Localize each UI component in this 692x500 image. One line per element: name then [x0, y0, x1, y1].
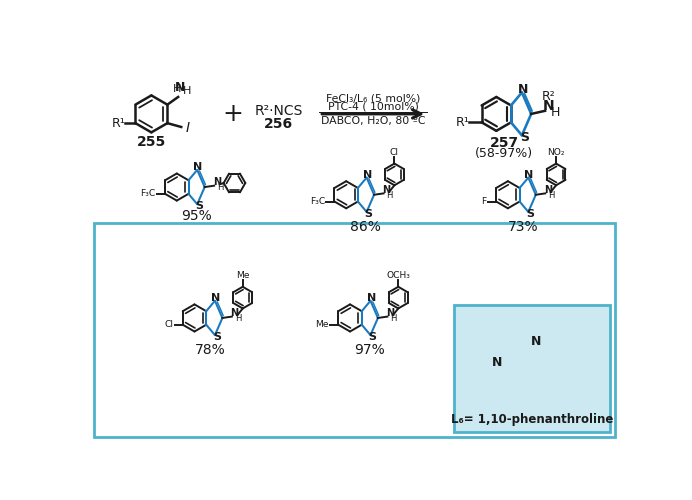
Text: Me: Me	[316, 320, 329, 329]
Text: DABCO, H₂O, 80 ºC: DABCO, H₂O, 80 ºC	[321, 116, 426, 126]
Text: N: N	[367, 293, 376, 303]
Text: R²: R²	[542, 90, 556, 104]
Text: S: S	[520, 131, 529, 144]
Text: (58-97%): (58-97%)	[475, 146, 533, 160]
Text: N: N	[544, 185, 552, 195]
Text: N: N	[525, 170, 534, 180]
Text: H: H	[172, 84, 181, 94]
Text: Cl: Cl	[390, 148, 399, 157]
Text: H: H	[548, 191, 554, 200]
Text: OCH₃: OCH₃	[386, 272, 410, 280]
Text: Cl: Cl	[164, 320, 173, 329]
Text: I: I	[185, 121, 190, 135]
Text: 95%: 95%	[181, 210, 211, 224]
Text: N: N	[175, 81, 185, 94]
Text: N: N	[211, 293, 220, 303]
Text: S: S	[195, 201, 203, 211]
Bar	[94, 223, 615, 438]
Text: N: N	[382, 185, 390, 195]
Text: F₃C: F₃C	[310, 197, 325, 206]
Text: H: H	[390, 314, 397, 323]
Text: PTC-4 ( 10mol%): PTC-4 ( 10mol%)	[328, 102, 419, 112]
Text: H: H	[235, 314, 242, 323]
Text: S: S	[365, 209, 372, 219]
Text: 73%: 73%	[508, 220, 538, 234]
Text: R²·NCS: R²·NCS	[254, 104, 302, 118]
Text: 78%: 78%	[194, 344, 226, 357]
Text: S: S	[369, 332, 376, 342]
Text: N: N	[213, 178, 221, 188]
Text: Me: Me	[236, 272, 250, 280]
Text: R¹: R¹	[455, 116, 469, 129]
Text: 255: 255	[137, 134, 166, 148]
Text: N: N	[518, 83, 528, 96]
Text: 97%: 97%	[354, 344, 385, 357]
Text: S: S	[213, 332, 221, 342]
Text: R¹: R¹	[111, 116, 125, 130]
Text: H: H	[183, 86, 192, 96]
Text: 256: 256	[264, 117, 293, 131]
Bar	[454, 305, 610, 432]
Text: N: N	[230, 308, 239, 318]
Text: N: N	[193, 162, 203, 172]
Text: S: S	[527, 209, 534, 219]
Text: N: N	[386, 308, 394, 318]
Text: F: F	[482, 197, 486, 206]
Text: NO₂: NO₂	[547, 148, 565, 157]
Text: F₃C: F₃C	[140, 190, 156, 198]
Text: +: +	[223, 102, 244, 126]
Text: H: H	[217, 183, 224, 192]
Text: N: N	[543, 99, 555, 113]
Text: H: H	[386, 191, 393, 200]
Text: N: N	[363, 170, 372, 180]
Text: H: H	[550, 106, 560, 119]
Text: 86%: 86%	[350, 220, 381, 234]
Text: L₆= 1,10-phenanthroline: L₆= 1,10-phenanthroline	[450, 413, 613, 426]
Text: FeCl₃/L₆ (5 mol%): FeCl₃/L₆ (5 mol%)	[326, 94, 420, 104]
Text: N: N	[531, 336, 541, 348]
Text: 257: 257	[489, 136, 518, 150]
Text: N: N	[492, 356, 502, 369]
